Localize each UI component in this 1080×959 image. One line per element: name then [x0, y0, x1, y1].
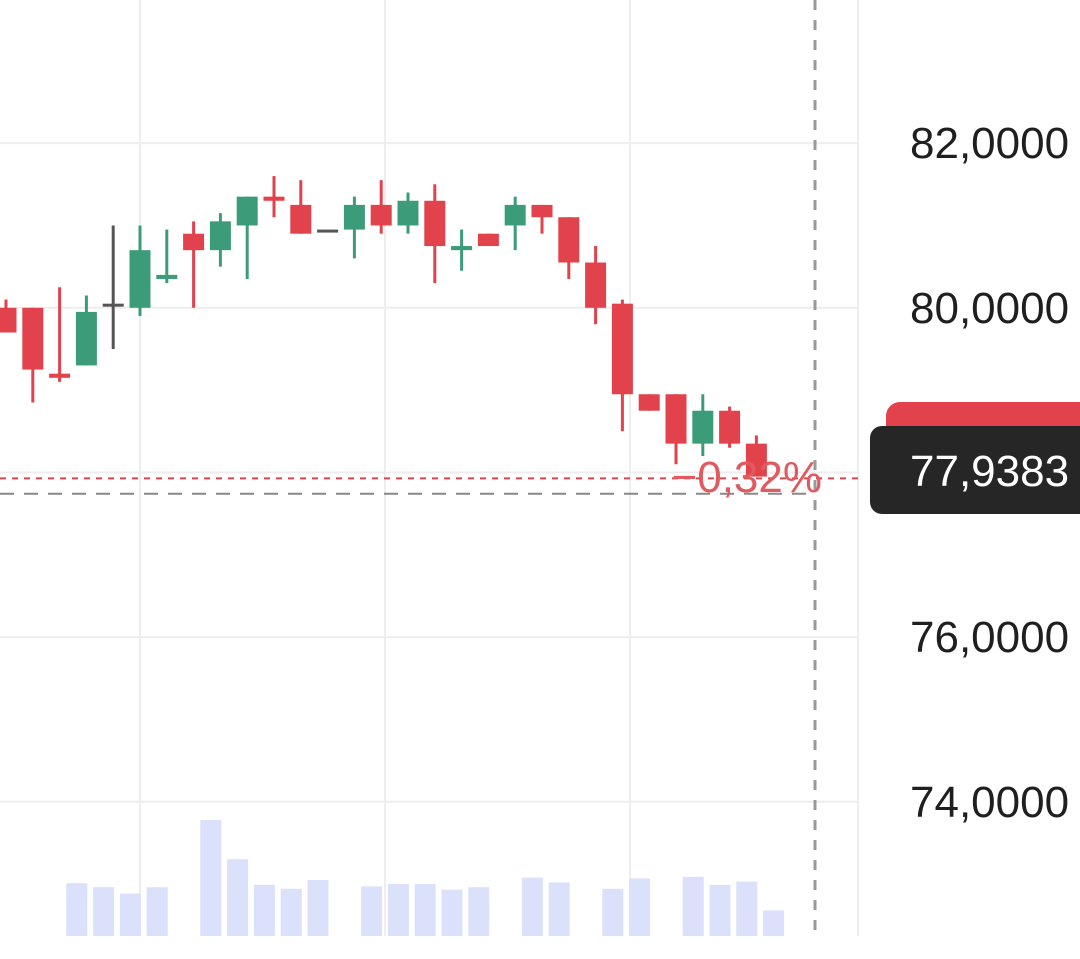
- candle-body: [558, 217, 580, 263]
- volume-bar: [548, 882, 570, 936]
- candle-body: [290, 204, 312, 234]
- volume-bar: [629, 878, 651, 936]
- candle-body: [719, 410, 741, 444]
- volume-bar: [307, 880, 329, 936]
- candle-body: [75, 311, 97, 366]
- candle-body: [183, 233, 205, 251]
- candle-body: [22, 307, 44, 370]
- volume-bar: [66, 883, 88, 936]
- y-axis-tick-label: 80,0000: [910, 284, 1069, 333]
- candle-body: [611, 303, 633, 395]
- volume-bar: [521, 877, 543, 936]
- current-price-label: 77,9383: [910, 447, 1069, 496]
- volume-bar: [387, 884, 409, 936]
- candle-body: [209, 221, 231, 251]
- candle-body: [236, 196, 258, 226]
- candle-body: [263, 196, 285, 201]
- change-percent-label: −0,32%: [672, 453, 822, 502]
- volume-bar: [280, 888, 302, 936]
- candle-body: [451, 246, 473, 251]
- candle-body: [477, 233, 499, 247]
- volume-bar: [253, 884, 275, 936]
- price-tag-background: [870, 426, 1080, 514]
- candle-body: [692, 410, 714, 444]
- candle-body: [129, 250, 151, 308]
- volume-bar: [441, 889, 463, 936]
- volume-bar: [361, 886, 383, 936]
- candle-body: [397, 200, 419, 226]
- volume-bar: [119, 893, 141, 936]
- volume-bar: [227, 859, 249, 936]
- candle-body: [370, 204, 392, 226]
- candle-body: [0, 307, 17, 333]
- candle-body: [638, 394, 660, 411]
- volume-bar: [763, 910, 785, 936]
- grid-layer: [0, 0, 859, 936]
- candle-body: [665, 394, 687, 444]
- volume-bar: [414, 884, 436, 936]
- volume-bar: [468, 887, 490, 936]
- candle-body: [49, 373, 71, 378]
- candle-layer: [0, 176, 767, 477]
- volume-bar: [146, 887, 168, 936]
- volume-bar: [602, 888, 624, 936]
- volume-layer: [66, 820, 785, 936]
- volume-bar: [736, 881, 758, 936]
- volume-bar: [200, 820, 222, 936]
- y-axis-tick-label: 76,0000: [910, 613, 1069, 662]
- price-tag-layer: 77,9383: [870, 402, 1080, 514]
- y-axis-tick-label: 74,0000: [910, 778, 1069, 827]
- reference-lines: −0,32%: [0, 453, 858, 502]
- candle-body: [531, 204, 553, 218]
- candle-body: [102, 303, 124, 307]
- price-axis: 82,0000 80,0000 76,0000 74,0000: [910, 119, 1069, 827]
- candle-body: [343, 204, 365, 230]
- volume-bar: [682, 876, 704, 936]
- candle-body: [424, 200, 446, 247]
- y-axis-tick-label: 82,0000: [910, 119, 1069, 168]
- candle-body: [504, 204, 526, 226]
- volume-bar: [93, 887, 115, 936]
- candle-body: [585, 262, 607, 308]
- candle-body: [745, 443, 767, 477]
- volume-bar: [709, 884, 731, 936]
- candle-body: [317, 229, 339, 233]
- candle-body: [156, 274, 178, 279]
